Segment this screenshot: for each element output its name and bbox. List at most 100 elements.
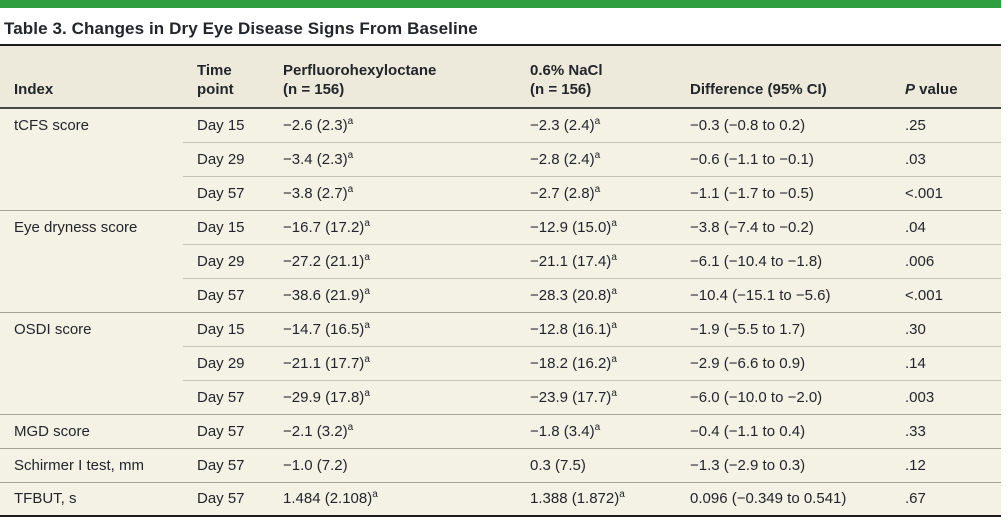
row-pfho-value: −2.6 (2.3)a bbox=[283, 115, 354, 134]
row-pfho-value: −3.4 (2.3)a bbox=[269, 141, 516, 176]
row-nacl-value: −21.1 (17.4)a bbox=[516, 243, 676, 278]
row-p-value: .33 bbox=[891, 413, 1001, 448]
footnote-marker: a bbox=[347, 149, 354, 161]
row-pfho-value: −27.2 (21.1)a bbox=[269, 243, 516, 278]
table-row: TFBUT, s Day 57 1.484 (2.108)a 1.388 (1.… bbox=[0, 481, 1001, 516]
row-time-point: Day 29 bbox=[183, 243, 269, 278]
row-difference: −10.4 (−15.1 to −5.6) bbox=[676, 277, 891, 312]
row-p-value: .006 bbox=[891, 243, 1001, 278]
row-time-point: Day 57 bbox=[183, 447, 269, 482]
row-nacl-value: −2.7 (2.8)a bbox=[516, 175, 676, 210]
footnote-marker: a bbox=[372, 489, 378, 501]
row-p-value: .14 bbox=[891, 345, 1001, 380]
footnote-marker: a bbox=[611, 217, 617, 229]
row-index-label: TFBUT, s bbox=[0, 481, 183, 516]
row-difference: −0.3 (−0.8 to 0.2) bbox=[690, 116, 806, 134]
footnote-marker: a bbox=[364, 319, 370, 331]
row-difference: −0.4 (−1.1 to 0.4) bbox=[676, 413, 891, 448]
row-nacl-value: −18.2 (16.2)a bbox=[516, 345, 676, 380]
row-nacl-value: −23.9 (17.7)a bbox=[516, 379, 676, 414]
row-nacl-value: −2.8 (2.4)a bbox=[516, 141, 676, 176]
table-row: Eye dryness score Day 15 −16.7 (17.2)a −… bbox=[0, 209, 1001, 244]
footnote-marker: a bbox=[611, 387, 617, 399]
col-header-perfluorohexyloctane: Perfluorohexyloctane (n = 156) bbox=[269, 46, 516, 109]
row-nacl-value: −12.9 (15.0)a bbox=[516, 209, 676, 244]
table-row: Day 57 −3.8 (2.7)a −2.7 (2.8)a −1.1 (−1.… bbox=[0, 175, 1001, 210]
row-index-label: Eye dryness score bbox=[0, 209, 183, 244]
row-index-label bbox=[0, 142, 183, 176]
row-index-label: OSDI score bbox=[0, 311, 183, 346]
row-time-point: Day 15 bbox=[183, 209, 269, 244]
row-nacl-value: −2.3 (2.4)a bbox=[530, 115, 601, 134]
row-pfho-value: −21.1 (17.7)a bbox=[269, 345, 516, 380]
row-nacl-value: −28.3 (20.8)a bbox=[516, 277, 676, 312]
footnote-marker: a bbox=[364, 353, 370, 365]
table-accent-bar bbox=[0, 0, 1001, 8]
row-time-point: Day 57 bbox=[183, 379, 269, 414]
table-header: Index Time point Perfluorohexyloctane (n… bbox=[0, 46, 1001, 109]
footnote-marker: a bbox=[347, 183, 354, 195]
row-time-point: Day 57 bbox=[183, 175, 269, 210]
row-pfho-value: −38.6 (21.9)a bbox=[269, 277, 516, 312]
table-row: Day 57 −38.6 (21.9)a −28.3 (20.8)a −10.4… bbox=[0, 277, 1001, 312]
row-difference: −2.9 (−6.6 to 0.9) bbox=[676, 345, 891, 380]
row-nacl-value: 0.3 (7.5) bbox=[516, 447, 676, 482]
row-pfho-value: −29.9 (17.8)a bbox=[269, 379, 516, 414]
footnote-marker: a bbox=[619, 489, 625, 501]
row-index-label bbox=[0, 278, 183, 312]
footnote-marker: a bbox=[611, 251, 617, 263]
row-difference: −1.1 (−1.7 to −0.5) bbox=[676, 175, 891, 210]
col-header-nacl: 0.6% NaCl (n = 156) bbox=[516, 46, 676, 109]
row-difference: −1.3 (−2.9 to 0.3) bbox=[676, 447, 891, 482]
row-difference: −1.9 (−5.5 to 1.7) bbox=[676, 311, 891, 346]
row-pfho-value: −1.0 (7.2) bbox=[269, 447, 516, 482]
table-row: Schirmer I test, mm Day 57 −1.0 (7.2) 0.… bbox=[0, 447, 1001, 482]
table-row: tCFS score Day 15 −2.6 (2.3)a −2.3 (2.4)… bbox=[0, 108, 1001, 142]
row-index-label: Schirmer I test, mm bbox=[0, 447, 183, 482]
row-nacl-value: −12.8 (16.1)a bbox=[516, 311, 676, 346]
row-difference: 0.096 (−0.349 to 0.541) bbox=[676, 481, 891, 516]
row-difference: −6.0 (−10.0 to −2.0) bbox=[676, 379, 891, 414]
footnote-marker: a bbox=[364, 217, 370, 229]
row-nacl-value: 1.388 (1.872)a bbox=[516, 481, 676, 516]
footnote-marker: a bbox=[611, 319, 617, 331]
row-difference: −3.8 (−7.4 to −0.2) bbox=[676, 209, 891, 244]
col-header-p-value: P value bbox=[891, 46, 1001, 109]
footnote-marker: a bbox=[347, 421, 354, 433]
row-pfho-value: −14.7 (16.5)a bbox=[269, 311, 516, 346]
row-time-point: Day 57 bbox=[183, 413, 269, 448]
footnote-marker: a bbox=[347, 115, 354, 127]
row-time-point: Day 29 bbox=[183, 141, 269, 176]
row-p-value: .30 bbox=[891, 311, 1001, 346]
row-difference: −6.1 (−10.4 to −1.8) bbox=[676, 243, 891, 278]
row-p-value: .67 bbox=[891, 481, 1001, 516]
row-difference: −0.6 (−1.1 to −0.1) bbox=[676, 141, 891, 176]
col-header-index-label: Index bbox=[14, 81, 54, 98]
row-pfho-value: −2.1 (3.2)a bbox=[269, 413, 516, 448]
row-p-value: .03 bbox=[891, 141, 1001, 176]
row-time-point: Day 57 bbox=[183, 481, 269, 516]
footnote-marker: a bbox=[364, 251, 370, 263]
row-time-point: Day 29 bbox=[183, 345, 269, 380]
footnote-marker: a bbox=[611, 285, 617, 297]
table-body: tCFS score Day 15 −2.6 (2.3)a −2.3 (2.4)… bbox=[0, 108, 1001, 516]
row-pfho-value: −3.8 (2.7)a bbox=[269, 175, 516, 210]
col-header-index: Index bbox=[0, 46, 183, 109]
row-index-label bbox=[0, 244, 183, 278]
row-time-point: Day 15 bbox=[197, 116, 245, 134]
table-row: OSDI score Day 15 −14.7 (16.5)a −12.8 (1… bbox=[0, 311, 1001, 346]
dry-eye-signs-table: Index Time point Perfluorohexyloctane (n… bbox=[0, 46, 1001, 517]
footnote-marker: a bbox=[594, 421, 601, 433]
header-row: Index Time point Perfluorohexyloctane (n… bbox=[0, 46, 1001, 109]
row-p-value: .12 bbox=[891, 447, 1001, 482]
row-p-value: <.001 bbox=[891, 277, 1001, 312]
table-title-text: Table 3. Changes in Dry Eye Disease Sign… bbox=[4, 19, 478, 38]
row-p-value: .25 bbox=[905, 116, 926, 134]
table-row: Day 29 −3.4 (2.3)a −2.8 (2.4)a −0.6 (−1.… bbox=[0, 141, 1001, 176]
footnote-marker: a bbox=[364, 387, 370, 399]
row-pfho-value: −16.7 (17.2)a bbox=[269, 209, 516, 244]
row-index-label bbox=[0, 380, 183, 414]
row-nacl-value: −1.8 (3.4)a bbox=[516, 413, 676, 448]
col-header-time-point: Time point bbox=[183, 46, 269, 109]
